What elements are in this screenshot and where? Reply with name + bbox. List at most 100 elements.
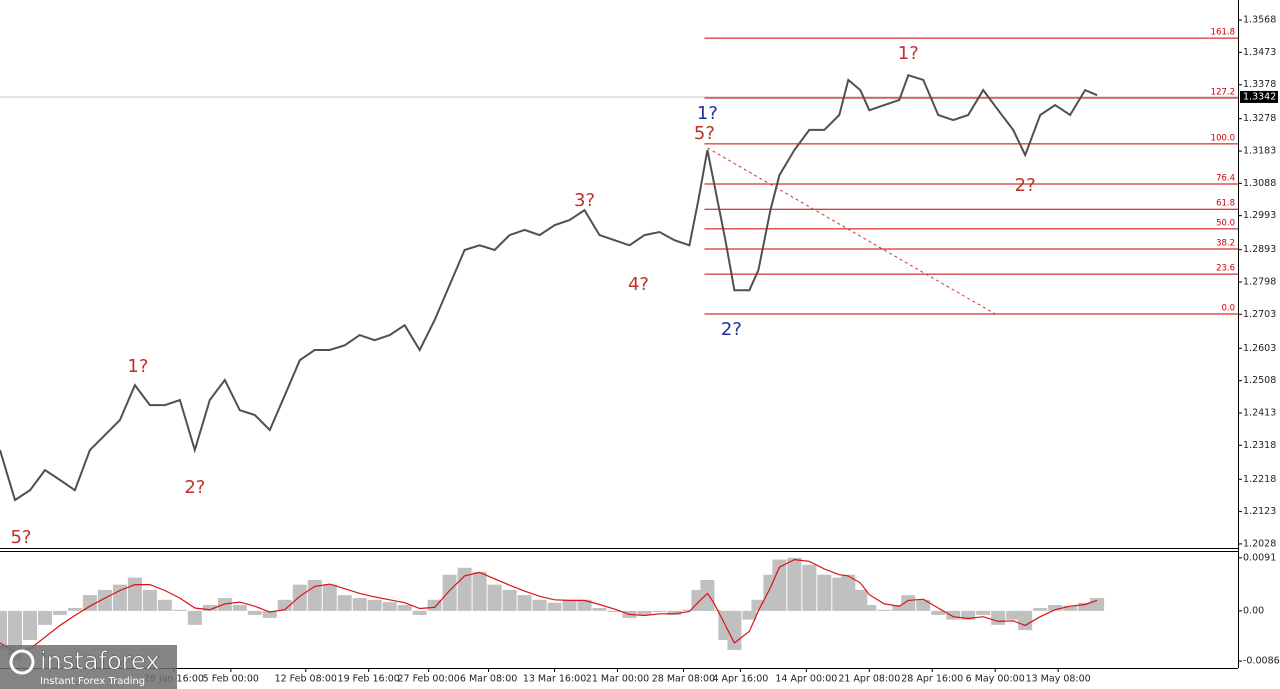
y-tick-label: 0.0091 bbox=[1243, 552, 1276, 563]
wave-label: 5? bbox=[694, 123, 715, 144]
brand-tagline: Instant Forex Trading bbox=[40, 676, 145, 687]
macd-bar bbox=[772, 559, 787, 611]
wave-label: 1? bbox=[898, 43, 919, 64]
y-tick-label: 1.2798 bbox=[1243, 276, 1276, 287]
wave-label: 1? bbox=[697, 103, 718, 124]
wave-label: 3? bbox=[574, 190, 595, 211]
macd-bar bbox=[817, 574, 832, 611]
macd-bar bbox=[67, 607, 82, 611]
y-tick-label: 1.2028 bbox=[1243, 538, 1276, 549]
x-tick-label: 6 Mar 08:00 bbox=[460, 674, 517, 685]
macd-bar bbox=[700, 579, 715, 611]
x-tick-label: 28 Apr 16:00 bbox=[901, 674, 963, 685]
y-tick-label: 1.2508 bbox=[1243, 375, 1276, 386]
y-tick-label: 1.3568 bbox=[1243, 15, 1276, 26]
macd-bar bbox=[931, 610, 946, 615]
macd-bar bbox=[892, 605, 907, 611]
macd-bar bbox=[412, 610, 427, 615]
x-tick-label: 13 May 08:00 bbox=[1026, 674, 1091, 685]
logo-icon bbox=[9, 649, 35, 675]
price-line bbox=[0, 73, 1098, 502]
brand-name: instaforex bbox=[40, 647, 160, 675]
x-tick-label: 21 Mar 00:00 bbox=[586, 674, 649, 685]
macd-bar bbox=[667, 610, 682, 615]
fib-label: 76.4 bbox=[1216, 174, 1235, 184]
macd-bar bbox=[787, 557, 802, 611]
y-tick-label: 1.2318 bbox=[1243, 440, 1276, 451]
macd-bar bbox=[1006, 610, 1021, 620]
y-tick-label: 1.2413 bbox=[1243, 407, 1276, 418]
macd-bar bbox=[1048, 605, 1063, 611]
macd-bar bbox=[562, 599, 577, 611]
y-tick-label: 0.00 bbox=[1243, 605, 1264, 616]
macd-bar bbox=[382, 602, 397, 611]
x-tick-label: 12 Feb 08:00 bbox=[275, 674, 337, 685]
macd-bar bbox=[337, 595, 352, 611]
macd-bar bbox=[742, 610, 757, 620]
macd-bar bbox=[127, 577, 142, 611]
y-tick-label: 1.2893 bbox=[1243, 244, 1276, 255]
y-tick-label: 1.3278 bbox=[1243, 113, 1276, 124]
macd-bar bbox=[397, 605, 412, 611]
fib-label: 161.8 bbox=[1211, 28, 1235, 38]
macd-bar bbox=[991, 610, 1006, 625]
macd-bar bbox=[517, 595, 532, 611]
wave-label: 2? bbox=[721, 319, 742, 340]
macd-bar bbox=[862, 605, 877, 611]
macd-bar bbox=[802, 564, 817, 611]
macd-bar bbox=[37, 610, 52, 625]
macd-bar bbox=[961, 610, 976, 620]
macd-bar bbox=[172, 609, 187, 611]
fib-label: 127.2 bbox=[1211, 87, 1235, 97]
macd-bar bbox=[1090, 598, 1105, 611]
macd-bar bbox=[427, 599, 442, 611]
macd-bar bbox=[592, 607, 607, 611]
wave-label: 2? bbox=[184, 477, 205, 498]
x-tick-label: 5 Feb 00:00 bbox=[203, 674, 259, 685]
macd-bar bbox=[322, 584, 337, 611]
signal-line bbox=[0, 558, 1098, 653]
macd-bar bbox=[1018, 610, 1033, 631]
macd-bar bbox=[292, 584, 307, 611]
y-tick-label: 1.3183 bbox=[1243, 146, 1276, 157]
fib-label: 0.0 bbox=[1221, 303, 1235, 313]
macd-bar bbox=[0, 610, 7, 650]
macd-bar bbox=[187, 610, 202, 625]
macd-bar bbox=[532, 599, 547, 611]
x-tick-label: 19 Feb 16:00 bbox=[338, 674, 400, 685]
macd-bar bbox=[442, 574, 457, 611]
macd-bar bbox=[916, 599, 931, 611]
trend-line bbox=[707, 147, 996, 315]
macd-bar bbox=[607, 610, 622, 613]
macd-bar bbox=[841, 574, 856, 611]
macd-bar bbox=[352, 598, 367, 611]
y-tick-label: 1.2603 bbox=[1243, 343, 1276, 354]
x-tick-label: 14 Apr 00:00 bbox=[775, 674, 837, 685]
y-tick-label: 1.2123 bbox=[1243, 506, 1276, 517]
macd-bar bbox=[901, 595, 916, 611]
x-tick-label: 4 Apr 16:00 bbox=[712, 674, 768, 685]
logo: instaforex Instant Forex Trading bbox=[0, 645, 177, 689]
x-tick-label: 21 Apr 08:00 bbox=[838, 674, 900, 685]
macd-bar bbox=[1063, 605, 1078, 611]
y-tick-label: 1.2703 bbox=[1243, 309, 1276, 320]
y-tick-label: 1.3378 bbox=[1243, 79, 1276, 90]
macd-bar bbox=[142, 589, 157, 611]
macd-bar bbox=[637, 610, 652, 615]
fib-label: 23.6 bbox=[1216, 264, 1235, 274]
macd-bar bbox=[487, 584, 502, 611]
fib-label: 50.0 bbox=[1216, 218, 1235, 228]
macd-bar bbox=[277, 599, 292, 611]
macd-bar bbox=[652, 610, 667, 613]
macd-bar bbox=[247, 610, 262, 615]
macd-bar bbox=[502, 589, 517, 611]
macd-bar bbox=[367, 599, 382, 611]
y-tick-label: 1.3473 bbox=[1243, 47, 1276, 58]
current-price-label: 1.3342 bbox=[1243, 91, 1276, 102]
macd-bar bbox=[1078, 602, 1093, 611]
macd-bar bbox=[547, 602, 562, 611]
macd-bar bbox=[232, 605, 247, 611]
macd-bar bbox=[82, 595, 97, 611]
